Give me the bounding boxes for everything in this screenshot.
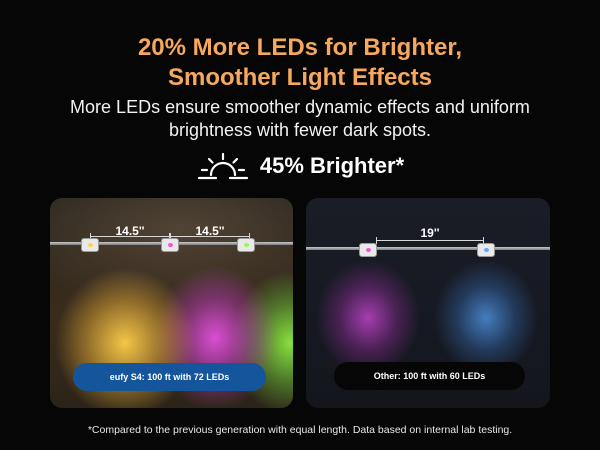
subheadline: More LEDs ensure smoother dynamic effect… [0, 96, 600, 142]
light-rail [306, 247, 550, 250]
spacing-label: 14.5'' [115, 224, 145, 238]
light-fixture-pink [161, 238, 179, 252]
brightness-highlight: 45% Brighter* [0, 148, 600, 184]
light-fixture-green [237, 238, 255, 252]
light-fixture-yellow [81, 238, 99, 252]
spacing-dimension-line [170, 233, 250, 240]
subheadline-line-2: brightness with fewer dark spots. [168, 120, 432, 140]
spacing-dimension-line [376, 237, 484, 244]
light-fixture-pink [359, 243, 377, 257]
eufy-caption-badge: eufy S4: 100 ft with 72 LEDs [73, 363, 266, 391]
light-fixture-blue [477, 243, 495, 257]
other-comparison-panel: 19'' Other: 100 ft with 60 LEDs [306, 198, 550, 408]
headline-line-1: 20% More LEDs for Brighter, [137, 34, 463, 61]
footnote: *Compared to the previous generation wit… [87, 424, 513, 436]
headline-line-2: Smoother Light Effects [167, 64, 432, 91]
eufy-s4-comparison-panel: 14.5'' 14.5'' eufy S4: 100 ft with 72 LE… [50, 198, 293, 408]
other-caption-badge: Other: 100 ft with 60 LEDs [334, 362, 525, 390]
spacing-dimension-line [90, 233, 170, 240]
brighter-percentage-text: 45% Brighter* [259, 153, 405, 178]
headline: 20% More LEDs for Brighter, Smoother Lig… [0, 33, 600, 93]
subheadline-line-1: More LEDs ensure smoother dynamic effect… [70, 97, 530, 117]
spacing-label: 19'' [420, 226, 440, 240]
spacing-label: 14.5'' [195, 224, 225, 238]
sun-rising-icon [197, 152, 248, 180]
